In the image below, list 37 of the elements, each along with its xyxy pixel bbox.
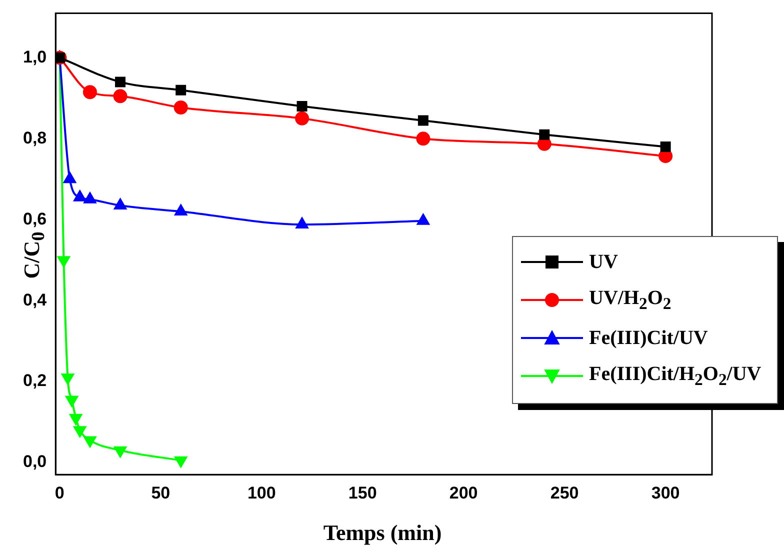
point xyxy=(539,129,550,140)
point xyxy=(176,84,186,96)
x-tick-label: 50 xyxy=(151,483,170,502)
legend-label: Fe(III)Cit/H$_{2}$O$_{2}$/UV xyxy=(589,362,762,390)
point xyxy=(70,414,82,425)
x-tick-label: 0 xyxy=(54,483,64,502)
point xyxy=(295,111,310,126)
x-axis-title: Temps (min) xyxy=(322,520,443,546)
point xyxy=(296,101,308,112)
x-tick-label: 200 xyxy=(449,483,478,502)
y-tick-label: 0,0 xyxy=(22,452,47,472)
point xyxy=(66,396,78,407)
point xyxy=(115,76,126,88)
point xyxy=(418,115,428,126)
point xyxy=(660,142,671,152)
x-tick-label: 100 xyxy=(247,483,276,502)
point xyxy=(114,446,126,458)
y-tick-label: 0,6 xyxy=(22,209,47,228)
y-tick-label: 0,4 xyxy=(22,290,48,310)
x-tick-label: 250 xyxy=(550,483,579,502)
point xyxy=(82,85,97,100)
y-tick-label: 0,8 xyxy=(22,128,47,148)
x-tick-label: 150 xyxy=(348,483,377,502)
point xyxy=(174,100,188,115)
point xyxy=(58,256,70,268)
point xyxy=(74,426,86,438)
legend-label: UV xyxy=(589,250,618,274)
point xyxy=(174,456,188,468)
legend-label: Fe(III)Cit/UV xyxy=(589,326,708,350)
point xyxy=(62,373,74,384)
legend-label: UV/H$_{2}$O$_{2}$ xyxy=(589,286,672,314)
y-tick-label: 1,0 xyxy=(22,47,47,66)
point xyxy=(84,436,96,448)
point xyxy=(416,132,430,146)
x-tick-label: 300 xyxy=(651,483,680,502)
y-tick-label: 0,2 xyxy=(22,371,47,390)
point xyxy=(113,89,128,104)
